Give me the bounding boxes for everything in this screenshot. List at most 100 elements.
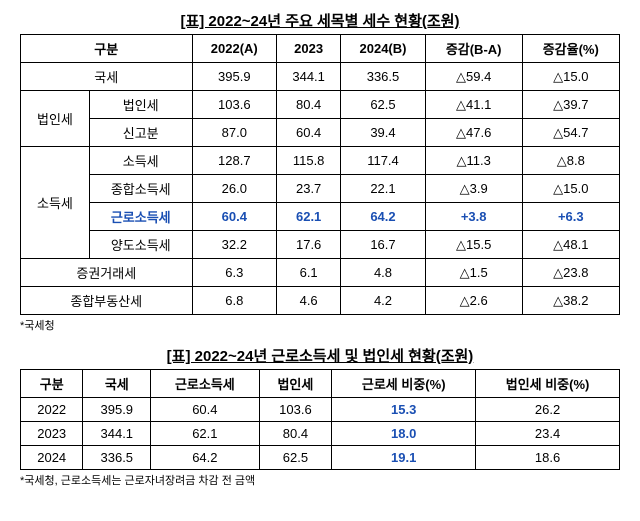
cell-value: △1.5: [425, 259, 522, 287]
table2-title: [표] 2022~24년 근로소득세 및 법인세 현황(조원): [20, 345, 620, 366]
cell-value: 32.2: [192, 231, 277, 259]
row-comp-income: 종합소득세 26.0 23.7 22.1 △3.9 △15.0: [21, 175, 620, 203]
cell-value: 16.7: [341, 231, 426, 259]
cell-label: 근로소득세: [89, 203, 192, 231]
cell-value: 64.2: [151, 446, 259, 470]
cell-value: 62.5: [259, 446, 332, 470]
cell-value: 23.7: [277, 175, 341, 203]
cell-value: 336.5: [83, 446, 151, 470]
cell-value: △11.3: [425, 147, 522, 175]
cell-value: 19.1: [332, 446, 476, 470]
cell-value: 26.0: [192, 175, 277, 203]
cell-value: △47.6: [425, 119, 522, 147]
cell-label: 법인세: [89, 91, 192, 119]
cell-value: 62.5: [341, 91, 426, 119]
cell-value: 39.4: [341, 119, 426, 147]
cell-label: 양도소득세: [89, 231, 192, 259]
cell-value: △15.0: [522, 63, 619, 91]
cell-value: 80.4: [277, 91, 341, 119]
group-income: 소득세: [21, 147, 90, 259]
cell-value: 344.1: [83, 422, 151, 446]
cell-label: 종합부동산세: [21, 287, 193, 315]
cell-value: 395.9: [192, 63, 277, 91]
cell-value: 103.6: [192, 91, 277, 119]
cell-value: 64.2: [341, 203, 426, 231]
cell-value: 6.8: [192, 287, 277, 315]
th-2023: 2023: [277, 35, 341, 63]
cell-value: 4.8: [341, 259, 426, 287]
row-corp-tax: 법인세 법인세 103.6 80.4 62.5 △41.1 △39.7: [21, 91, 620, 119]
cell-value: 18.0: [332, 422, 476, 446]
cell-value: △54.7: [522, 119, 619, 147]
cell-label: 종합소득세: [89, 175, 192, 203]
table1-title: [표] 2022~24년 주요 세목별 세수 현황(조원): [20, 10, 620, 31]
row-corp-report: 신고분 87.0 60.4 39.4 △47.6 △54.7: [21, 119, 620, 147]
cell-value: 62.1: [151, 422, 259, 446]
cell-year: 2023: [21, 422, 83, 446]
cell-value: △2.6: [425, 287, 522, 315]
row-2022: 2022 395.9 60.4 103.6 15.3 26.2: [21, 398, 620, 422]
cell-label: 소득세: [89, 147, 192, 175]
table1-header-row: 구분 2022(A) 2023 2024(B) 증감(B-A) 증감율(%): [21, 35, 620, 63]
row-2023: 2023 344.1 62.1 80.4 18.0 23.4: [21, 422, 620, 446]
row-securities: 증권거래세 6.3 6.1 4.8 △1.5 △23.8: [21, 259, 620, 287]
cell-value: △39.7: [522, 91, 619, 119]
th-category: 구분: [21, 35, 193, 63]
cell-value: △3.9: [425, 175, 522, 203]
row-national-tax: 국세 395.9 344.1 336.5 △59.4 △15.0: [21, 63, 620, 91]
th-earned-ratio: 근로세 비중(%): [332, 370, 476, 398]
th-rate: 증감율(%): [522, 35, 619, 63]
cell-value: △15.0: [522, 175, 619, 203]
cell-value: 115.8: [277, 147, 341, 175]
table2-footnote: *국세청, 근로소득세는 근로자녀장려금 차감 전 금액: [20, 472, 620, 488]
cell-value: +6.3: [522, 203, 619, 231]
cell-value: △41.1: [425, 91, 522, 119]
table2-header-row: 구분 국세 근로소득세 법인세 근로세 비중(%) 법인세 비중(%): [21, 370, 620, 398]
cell-value: 87.0: [192, 119, 277, 147]
table2: 구분 국세 근로소득세 법인세 근로세 비중(%) 법인세 비중(%) 2022…: [20, 369, 620, 470]
row-earned-income: 근로소득세 60.4 62.1 64.2 +3.8 +6.3: [21, 203, 620, 231]
row-transfer-income: 양도소득세 32.2 17.6 16.7 △15.5 △48.1: [21, 231, 620, 259]
cell-value: △8.8: [522, 147, 619, 175]
cell-value: 26.2: [476, 398, 620, 422]
cell-label: 증권거래세: [21, 259, 193, 287]
cell-value: △15.5: [425, 231, 522, 259]
cell-value: 17.6: [277, 231, 341, 259]
cell-year: 2022: [21, 398, 83, 422]
group-corp: 법인세: [21, 91, 90, 147]
cell-value: 15.3: [332, 398, 476, 422]
cell-value: 6.1: [277, 259, 341, 287]
cell-value: 6.3: [192, 259, 277, 287]
cell-value: 22.1: [341, 175, 426, 203]
cell-value: △48.1: [522, 231, 619, 259]
table1-footnote: *국세청: [20, 317, 620, 333]
cell-value: 4.6: [277, 287, 341, 315]
th-corp: 법인세: [259, 370, 332, 398]
row-income-tax: 소득세 소득세 128.7 115.8 117.4 △11.3 △8.8: [21, 147, 620, 175]
cell-value: 18.6: [476, 446, 620, 470]
cell-value: 336.5: [341, 63, 426, 91]
cell-value: 103.6: [259, 398, 332, 422]
table1: 구분 2022(A) 2023 2024(B) 증감(B-A) 증감율(%) 국…: [20, 34, 620, 315]
cell-value: 80.4: [259, 422, 332, 446]
cell-label: 신고분: [89, 119, 192, 147]
cell-value: 60.4: [277, 119, 341, 147]
th-category: 구분: [21, 370, 83, 398]
th-2022: 2022(A): [192, 35, 277, 63]
th-national: 국세: [83, 370, 151, 398]
cell-value: +3.8: [425, 203, 522, 231]
cell-value: 128.7: [192, 147, 277, 175]
cell-value: 117.4: [341, 147, 426, 175]
cell-value: △38.2: [522, 287, 619, 315]
th-earned: 근로소득세: [151, 370, 259, 398]
cell-value: 60.4: [192, 203, 277, 231]
cell-value: 60.4: [151, 398, 259, 422]
cell-value: △59.4: [425, 63, 522, 91]
row-2024: 2024 336.5 64.2 62.5 19.1 18.6: [21, 446, 620, 470]
row-property: 종합부동산세 6.8 4.6 4.2 △2.6 △38.2: [21, 287, 620, 315]
cell-value: 4.2: [341, 287, 426, 315]
th-2024: 2024(B): [341, 35, 426, 63]
cell-value: 23.4: [476, 422, 620, 446]
th-corp-ratio: 법인세 비중(%): [476, 370, 620, 398]
th-diff: 증감(B-A): [425, 35, 522, 63]
